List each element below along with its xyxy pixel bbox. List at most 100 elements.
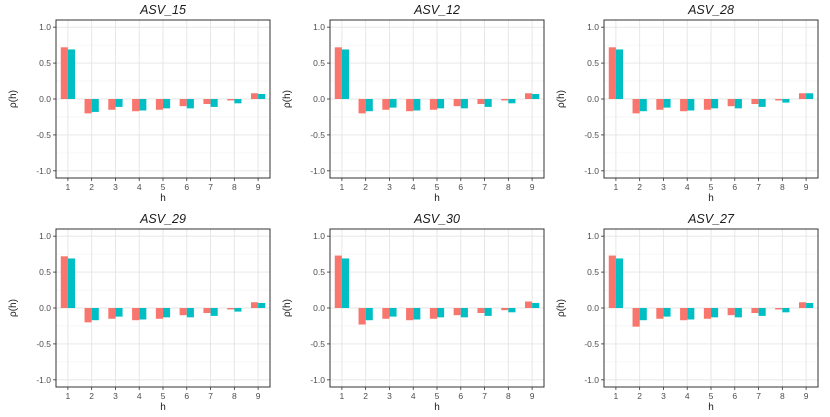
bar-series_1-lag-6: [453, 308, 461, 316]
bar-series_1-lag-9: [798, 302, 807, 308]
bar-series_1-lag-2: [358, 99, 366, 114]
y-tick-label: 0.5: [587, 58, 599, 68]
bar-series_1-lag-3: [382, 99, 390, 110]
x-tick-label: 8: [506, 182, 511, 192]
y-tick-label: -0.5: [310, 130, 325, 140]
x-axis-label: h: [160, 193, 166, 204]
x-tick-label: 9: [256, 391, 261, 401]
y-tick-label: -0.5: [310, 339, 325, 349]
x-tick-label: 5: [709, 391, 714, 401]
bar-series_1-lag-7: [477, 99, 485, 105]
bar-series_1-lag-8: [227, 308, 235, 310]
bar-series_2-lag-4: [413, 99, 421, 111]
panel-asv-28: -1.0 -0.5 0.0 0.5 1.0 1 2 3 4 5 6 7 8 9 ASV_28h ρ(h): [556, 3, 819, 204]
x-tick-label: 6: [458, 391, 463, 401]
bar-series_2-lag-6: [460, 99, 468, 109]
x-tick-label: 6: [184, 391, 189, 401]
y-tick-label: 1.0: [313, 22, 325, 32]
panel-title: ASV_30: [413, 212, 460, 226]
bar-series_1-lag-4: [680, 99, 688, 112]
bar-series_2-lag-9: [806, 302, 814, 308]
x-tick-label: 4: [137, 391, 142, 401]
bar-series_2-lag-4: [139, 308, 147, 320]
bar-series_1-lag-1: [334, 255, 342, 308]
y-tick-label: -1.0: [36, 375, 51, 385]
y-tick-label: -1.0: [36, 166, 51, 176]
x-tick-label: 7: [482, 391, 487, 401]
y-tick-label: -0.5: [584, 130, 599, 140]
bar-series_2-lag-2: [91, 99, 99, 112]
y-tick-label: 0.0: [39, 303, 51, 313]
bar-series_1-lag-2: [84, 99, 92, 114]
x-tick-label: 2: [637, 182, 642, 192]
x-tick-label: 1: [614, 182, 619, 192]
y-axis-label: ρ(h): [8, 299, 19, 317]
bar-series_1-lag-7: [751, 99, 759, 105]
bar-series_1-lag-1: [60, 47, 68, 99]
y-tick-label: -1.0: [310, 166, 325, 176]
bar-series_2-lag-6: [734, 99, 742, 109]
bar-series_1-lag-8: [775, 99, 783, 101]
panel-title: ASV_15: [139, 3, 186, 17]
bar-series_1-lag-8: [775, 308, 783, 310]
bar-series_2-lag-1: [67, 49, 76, 99]
panel-title: ASV_12: [413, 3, 460, 17]
bar-series_2-lag-7: [210, 99, 218, 107]
x-tick-label: 5: [435, 182, 440, 192]
y-tick-label: -0.5: [584, 339, 599, 349]
x-tick-label: 2: [363, 391, 368, 401]
panel-title: ASV_29: [139, 212, 186, 226]
x-tick-label: 5: [435, 391, 440, 401]
x-tick-label: 9: [530, 391, 535, 401]
y-axis-label: ρ(h): [556, 299, 567, 317]
bar-series_2-lag-9: [532, 302, 540, 308]
bar-series_1-lag-5: [429, 99, 437, 110]
bar-series_1-lag-3: [382, 308, 390, 319]
x-tick-label: 8: [506, 391, 511, 401]
bar-series_2-lag-5: [437, 99, 445, 109]
x-tick-label: 3: [661, 182, 666, 192]
bar-series_2-lag-1: [341, 49, 350, 99]
x-tick-label: 7: [208, 182, 213, 192]
bar-series_1-lag-3: [656, 99, 664, 110]
bar-series_1-lag-9: [524, 301, 533, 308]
bar-series_1-lag-4: [132, 308, 140, 321]
bar-series_1-lag-4: [406, 99, 414, 112]
bar-series_1-lag-5: [155, 308, 163, 319]
x-tick-label: 1: [66, 391, 71, 401]
bar-series_1-lag-7: [751, 308, 759, 314]
bar-series_2-lag-9: [532, 93, 540, 99]
y-tick-label: 0.0: [313, 303, 325, 313]
bar-series_1-lag-9: [250, 93, 259, 99]
x-tick-label: 9: [804, 391, 809, 401]
panel-title: ASV_28: [687, 3, 734, 17]
bar-series_1-lag-4: [406, 308, 414, 321]
y-axis-label: ρ(h): [8, 90, 19, 108]
x-tick-label: 2: [637, 391, 642, 401]
bar-series_1-lag-9: [798, 93, 807, 99]
bar-series_2-lag-9: [258, 302, 266, 308]
y-axis-label: ρ(h): [282, 299, 293, 317]
bar-series_2-lag-1: [615, 258, 624, 308]
y-tick-label: 0.0: [39, 94, 51, 104]
bar-series_2-lag-1: [341, 258, 350, 308]
y-tick-label: -0.5: [36, 339, 51, 349]
x-tick-label: 4: [685, 182, 690, 192]
y-tick-label: -1.0: [584, 375, 599, 385]
bar-series_2-lag-4: [413, 308, 421, 320]
bar-series_2-lag-9: [806, 93, 814, 99]
bar-series_1-lag-6: [179, 99, 187, 107]
x-tick-label: 3: [387, 182, 392, 192]
bar-series_2-lag-2: [639, 308, 647, 321]
x-tick-label: 5: [161, 182, 166, 192]
x-tick-label: 9: [530, 182, 535, 192]
bar-series_1-lag-2: [632, 99, 640, 114]
bar-series_1-lag-1: [608, 255, 616, 308]
bar-series_1-lag-8: [227, 99, 235, 101]
bar-series_1-lag-3: [108, 99, 116, 110]
bar-series_2-lag-3: [389, 308, 397, 317]
y-tick-label: 0.0: [587, 94, 599, 104]
bar-series_1-lag-7: [203, 99, 211, 105]
bar-series_1-lag-1: [60, 256, 68, 308]
